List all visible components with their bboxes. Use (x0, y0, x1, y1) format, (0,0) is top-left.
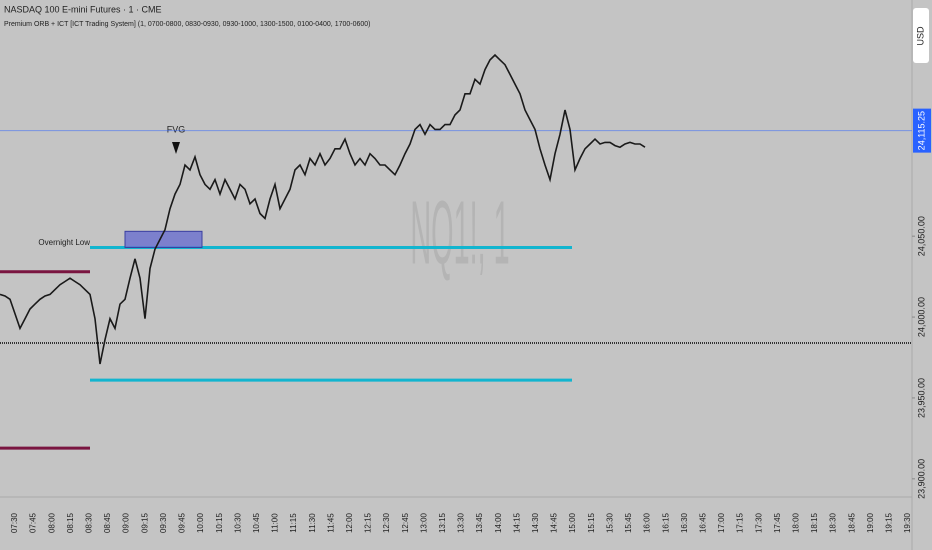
x-tick-label: 19:00 (866, 512, 875, 533)
x-tick-label: 11:15 (289, 513, 298, 533)
x-tick-label: 10:45 (252, 512, 261, 533)
last-price-label: 24,115.25 (916, 111, 926, 150)
level-label: Overnight Low (38, 238, 90, 247)
x-tick-label: 14:00 (494, 512, 503, 533)
x-tick-label: 15:15 (587, 512, 596, 533)
x-tick-label: 15:30 (605, 512, 614, 533)
y-tick-label: 23,950.00 (916, 378, 926, 418)
fvg-label: FVG (167, 124, 186, 134)
x-tick-label: 11:30 (308, 513, 317, 533)
x-tick-label: 08:00 (47, 512, 56, 533)
x-tick-label: 10:30 (233, 512, 242, 533)
x-tick-label: 13:00 (419, 512, 428, 533)
currency-label: USD (915, 26, 925, 46)
x-tick-label: 11:00 (271, 513, 280, 533)
x-tick-label: 13:30 (457, 512, 466, 533)
x-tick-label: 16:30 (680, 512, 689, 533)
x-tick-label: 15:00 (568, 512, 577, 533)
x-tick-label: 12:30 (382, 512, 391, 533)
x-tick-label: 18:45 (847, 512, 856, 533)
x-tick-label: 12:45 (401, 512, 410, 533)
x-tick-label: 16:00 (643, 512, 652, 533)
x-tick-label: 14:45 (550, 512, 559, 533)
x-tick-label: 13:15 (438, 512, 447, 533)
y-tick-label: 24,000.00 (916, 297, 926, 337)
chart-subtitle: Premium ORB + ICT [ICT Trading System] (… (4, 21, 371, 28)
y-tick-label: 24,050.00 (916, 216, 926, 256)
chart-title: NASDAQ 100 E-mini Futures · 1 · CME (4, 4, 162, 14)
x-tick-label: 11:45 (326, 513, 335, 533)
x-tick-label: 14:15 (512, 512, 521, 533)
x-tick-label: 13:45 (475, 512, 484, 533)
x-tick-label: 07:30 (10, 512, 19, 533)
x-tick-label: 08:30 (85, 512, 94, 533)
x-tick-label: 10:15 (215, 512, 224, 533)
x-tick-label: 18:00 (791, 512, 800, 533)
x-tick-label: 14:30 (531, 512, 540, 533)
x-tick-label: 09:30 (159, 512, 168, 533)
price-line (0, 53, 646, 365)
x-tick-label: 12:15 (364, 512, 373, 533)
x-tick-label: 09:15 (140, 512, 149, 533)
x-tick-label: 16:15 (661, 512, 670, 533)
x-tick-label: 10:00 (196, 512, 205, 533)
x-tick-label: 12:00 (345, 512, 354, 533)
currency-button[interactable] (913, 8, 929, 63)
x-tick-label: 19:30 (903, 512, 912, 533)
y-tick-label: 23,900.00 (916, 459, 926, 499)
x-tick-label: 08:15 (66, 512, 75, 533)
x-tick-label: 08:45 (103, 512, 112, 533)
x-tick-label: 15:45 (624, 512, 633, 533)
x-tick-label: 17:00 (717, 512, 726, 533)
x-tick-label: 09:45 (178, 512, 187, 533)
signal-arrow (172, 142, 180, 154)
x-tick-label: 17:30 (754, 512, 763, 533)
x-tick-label: 18:15 (810, 512, 819, 533)
x-tick-label: 19:15 (885, 512, 894, 533)
x-tick-label: 16:45 (698, 512, 707, 533)
watermark: NQ1!, 1 (410, 184, 509, 284)
x-tick-label: 07:45 (29, 512, 38, 533)
x-tick-label: 09:00 (122, 512, 131, 533)
last-price-tag (913, 108, 931, 153)
x-tick-label: 17:45 (773, 512, 782, 533)
x-tick-label: 18:30 (829, 512, 838, 533)
x-tick-label: 17:15 (736, 512, 745, 533)
